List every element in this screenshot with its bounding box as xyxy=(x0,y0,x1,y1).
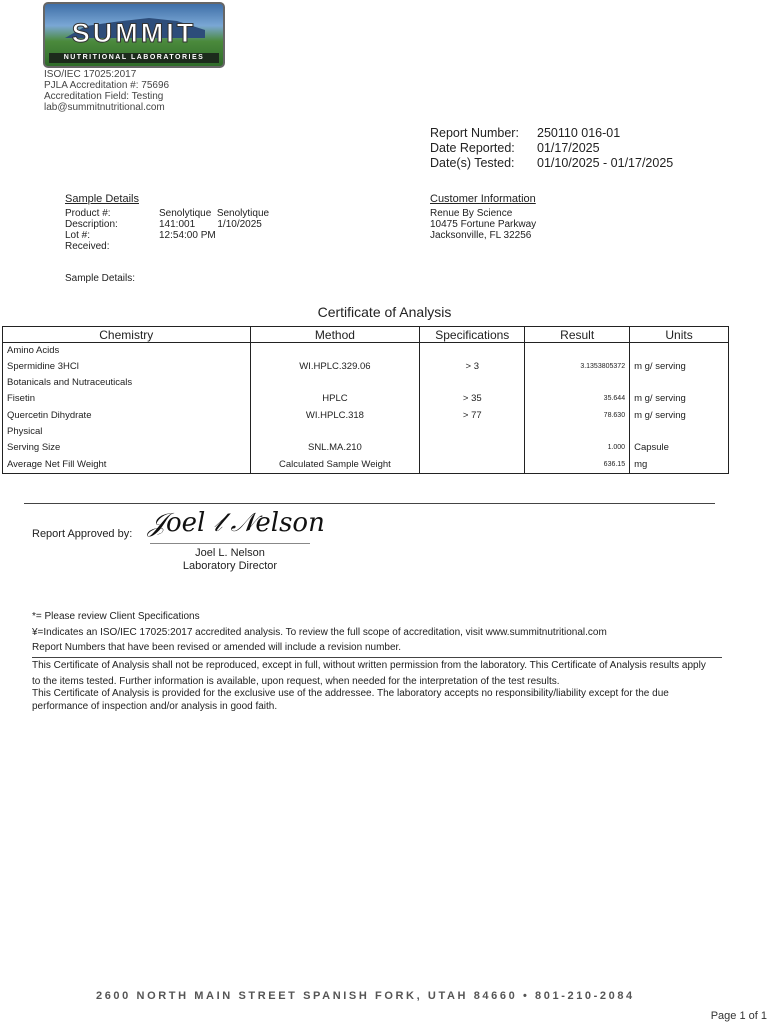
cell-empty xyxy=(524,342,631,358)
signature: 𝒥oel 𝓁 𝒩elson xyxy=(148,508,325,538)
cell-empty xyxy=(629,375,729,390)
cell-empty xyxy=(249,424,421,439)
cell-group: Amino Acids xyxy=(2,342,251,358)
cell-units: Capsule xyxy=(629,439,729,456)
cell-method: WI.HPLC.318 xyxy=(249,407,421,424)
cell-empty xyxy=(249,375,421,390)
customer-heading: Customer Information xyxy=(430,193,536,205)
cell-empty xyxy=(249,342,421,358)
sample-labels: Product #: Description: Lot #: Received: xyxy=(65,208,118,252)
cell-empty xyxy=(629,424,729,439)
report-values: 250110 016-01 01/17/2025 01/10/2025 - 01/1… xyxy=(537,126,674,170)
lab-info: ISO/IEC 17025:2017 PJLA Accreditation #: … xyxy=(44,69,170,113)
cell-empty xyxy=(524,375,631,390)
page-number: Page 1 of 1 xyxy=(710,1010,767,1022)
report-labels: Report Number: Date Reported: Date(s) Test… xyxy=(430,126,519,170)
cell-units: m g/ serving xyxy=(629,390,729,407)
table-row: Average Net Fill Weight Calculated Sample… xyxy=(2,456,729,474)
cell-spec: > 35 xyxy=(419,390,526,407)
cell-name: Fisetin xyxy=(2,390,251,407)
cell-method: Calculated Sample Weight xyxy=(249,456,421,474)
cell-spec: > 77 xyxy=(419,407,526,424)
customer-info: Renue By Science 10475 Fortune Parkway Jac… xyxy=(430,208,537,241)
cell-name: Serving Size xyxy=(2,439,251,456)
cell-empty xyxy=(419,424,526,439)
signature-line xyxy=(150,543,310,544)
divider xyxy=(24,503,715,504)
table-header: Chemistry Method Specifications Result Units xyxy=(2,326,729,343)
cell-name: Quercetin Dihydrate xyxy=(2,407,251,424)
cell-method: HPLC xyxy=(249,390,421,407)
approver: Joel L. Nelson Laboratory Director xyxy=(182,547,278,572)
approval-label: Report Approved by: xyxy=(32,528,133,540)
table-row: Spermidine 3HCl WI.HPLC.329.06 > 3 3.135380… xyxy=(2,358,729,375)
cell-spec: > 3 xyxy=(419,358,526,375)
cell-empty xyxy=(524,424,631,439)
document-title: Certificate of Analysis xyxy=(317,304,452,320)
cell-group: Physical xyxy=(2,424,251,439)
cell-spec xyxy=(419,439,526,456)
footer-address: 2600 NORTH MAIN STREET SPANISH FORK, UTA… xyxy=(96,990,635,1002)
divider xyxy=(32,657,722,658)
cell-spec xyxy=(419,456,526,474)
header-result: Result xyxy=(524,326,631,343)
cell-result: 35.644 xyxy=(524,390,631,407)
results-table: Chemistry Method Specifications Result Units… xyxy=(2,326,729,474)
cell-empty xyxy=(629,342,729,358)
sample-details-label: Sample Details: xyxy=(65,273,136,284)
summit-logo: SUMMIT NUTRITIONAL LABORATORIES xyxy=(43,2,225,68)
header-specifications: Specifications xyxy=(419,326,526,343)
table-group-row: Physical xyxy=(2,424,729,439)
cell-name: Average Net Fill Weight xyxy=(2,456,251,474)
cell-method: SNL.MA.210 xyxy=(249,439,421,456)
notes: *= Please review Client Specifications ¥=… xyxy=(32,611,607,653)
cell-empty xyxy=(419,375,526,390)
table-row: Serving Size SNL.MA.210 1.000 Capsule xyxy=(2,439,729,456)
header-chemistry: Chemistry xyxy=(2,326,251,343)
cell-result: 636.15 xyxy=(524,456,631,474)
header-method: Method xyxy=(249,326,421,343)
sample-values: Senolytique Senolytique 141:001 1/10/2025… xyxy=(159,208,270,241)
cell-units: m g/ serving xyxy=(629,358,729,375)
cell-group: Botanicals and Nutraceuticals xyxy=(2,375,251,390)
cell-method: WI.HPLC.329.06 xyxy=(249,358,421,375)
cell-units: m g/ serving xyxy=(629,407,729,424)
cell-result: 78.630 xyxy=(524,407,631,424)
table-group-row: Amino Acids xyxy=(2,342,729,358)
cell-result: 3.1353805372 xyxy=(524,358,631,375)
sample-details-heading: Sample Details xyxy=(65,193,139,205)
cell-units: mg xyxy=(629,456,729,474)
cell-empty xyxy=(419,342,526,358)
disclaimer: This Certificate of Analysis shall not b… xyxy=(32,660,706,712)
table-group-row: Botanicals and Nutraceuticals xyxy=(2,375,729,390)
cell-name: Spermidine 3HCl xyxy=(2,358,251,375)
cell-result: 1.000 xyxy=(524,439,631,456)
header-units: Units xyxy=(629,326,729,343)
table-row: Fisetin HPLC > 35 35.644 m g/ serving xyxy=(2,390,729,407)
table-row: Quercetin Dihydrate WI.HPLC.318 > 77 78.630… xyxy=(2,407,729,424)
